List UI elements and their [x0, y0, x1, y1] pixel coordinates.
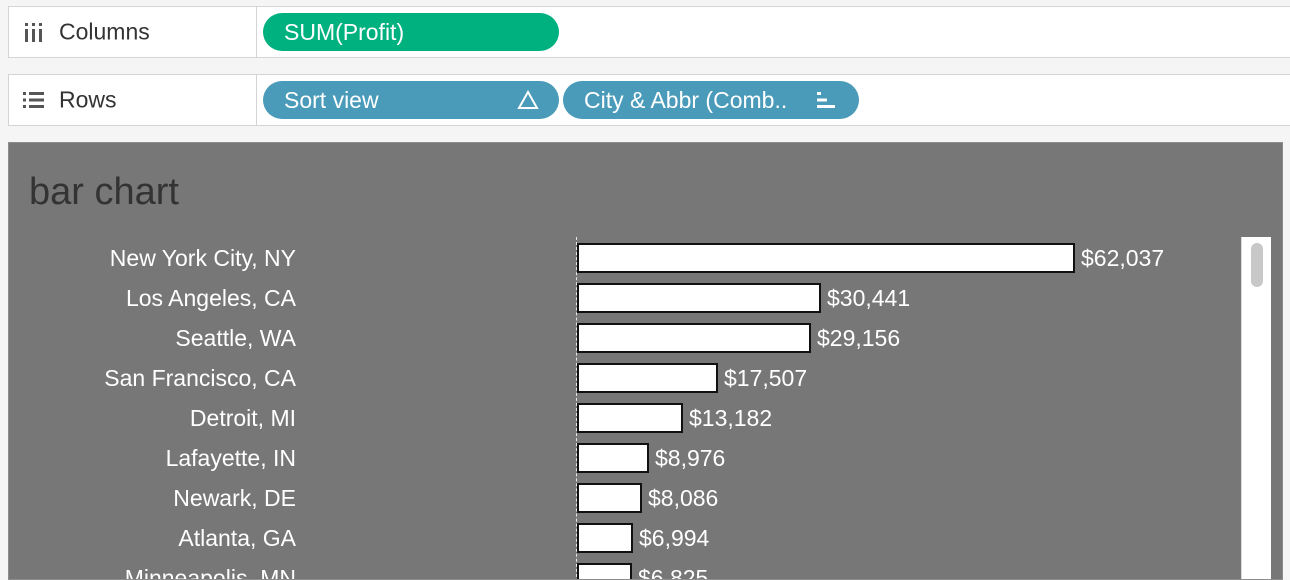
category-label: Lafayette, IN	[165, 445, 296, 471]
category-label: Seattle, WA	[175, 325, 296, 351]
profit-bar[interactable]	[577, 243, 1075, 273]
scrollbar-thumb[interactable]	[1251, 243, 1263, 287]
category-label: San Francisco, CA	[104, 365, 296, 391]
rows-shelf: Rows Sort view City & Abbr (Comb..	[8, 74, 1290, 126]
columns-shelf: Columns SUM(Profit)	[8, 6, 1290, 58]
columns-shelf-label: Columns	[59, 18, 150, 45]
profit-bar[interactable]	[577, 563, 632, 579]
city-abbr-pill[interactable]: City & Abbr (Comb..	[563, 81, 859, 119]
bar-row: Minneapolis, MN $6,825	[9, 558, 1239, 580]
profit-bar[interactable]	[577, 283, 821, 313]
bar-row: Seattle, WA $29,156	[9, 318, 1239, 358]
sort-view-pill[interactable]: Sort view	[263, 81, 559, 119]
bar-row: Los Angeles, CA $30,441	[9, 278, 1239, 318]
bar-value-label: $6,994	[639, 525, 710, 551]
bar-value-label: $8,086	[648, 485, 719, 511]
category-label: Atlanta, GA	[178, 525, 296, 551]
city-abbr-pill-label: City & Abbr (Comb..	[584, 87, 788, 113]
profit-bar[interactable]	[577, 443, 649, 473]
profit-bar[interactable]	[577, 403, 683, 433]
bar-value-label: $8,976	[655, 445, 726, 471]
bar-row: San Francisco, CA $17,507	[9, 358, 1239, 398]
chart-view: bar chart New York City, NY $62,037 Los An…	[8, 142, 1283, 580]
view-title: bar chart	[29, 171, 179, 213]
sort-view-pill-label: Sort view	[284, 87, 379, 113]
sum-profit-pill-label: SUM(Profit)	[284, 19, 405, 45]
bar-row: Newark, DE $8,086	[9, 478, 1239, 518]
zero-axis-line	[576, 237, 577, 579]
category-label: New York City, NY	[109, 245, 296, 271]
category-label: Newark, DE	[173, 485, 296, 511]
bar-row: Detroit, MI $13,182	[9, 398, 1239, 438]
profit-bar[interactable]	[577, 323, 811, 353]
columns-shelf-label-area: Columns	[9, 7, 257, 57]
category-label: Los Angeles, CA	[125, 285, 296, 311]
profit-bar[interactable]	[577, 363, 718, 393]
profit-bar[interactable]	[577, 483, 642, 513]
vertical-scrollbar[interactable]	[1241, 237, 1271, 579]
bar-value-label: $29,156	[817, 325, 901, 351]
bar-value-label: $13,182	[689, 405, 773, 431]
bar-value-label: $62,037	[1081, 245, 1165, 271]
category-label: Detroit, MI	[189, 405, 296, 431]
rows-shelf-label-area: Rows	[9, 75, 257, 125]
bar-row: Atlanta, GA $6,994	[9, 518, 1239, 558]
bar-row: Lafayette, IN $8,976	[9, 438, 1239, 478]
sum-profit-pill[interactable]: SUM(Profit)	[263, 13, 559, 51]
rows-icon	[23, 92, 44, 108]
bar-value-label: $6,825	[638, 565, 709, 580]
columns-icon	[25, 23, 42, 42]
profit-bar[interactable]	[577, 523, 633, 553]
sort-descending-icon	[817, 92, 835, 108]
bar-value-label: $30,441	[827, 285, 911, 311]
category-label: Minneapolis, MN	[124, 565, 296, 580]
delta-icon	[517, 90, 539, 109]
rows-shelf-label: Rows	[59, 86, 117, 113]
bar-value-label: $17,507	[724, 365, 808, 391]
bar-row: New York City, NY $62,037	[9, 238, 1239, 278]
